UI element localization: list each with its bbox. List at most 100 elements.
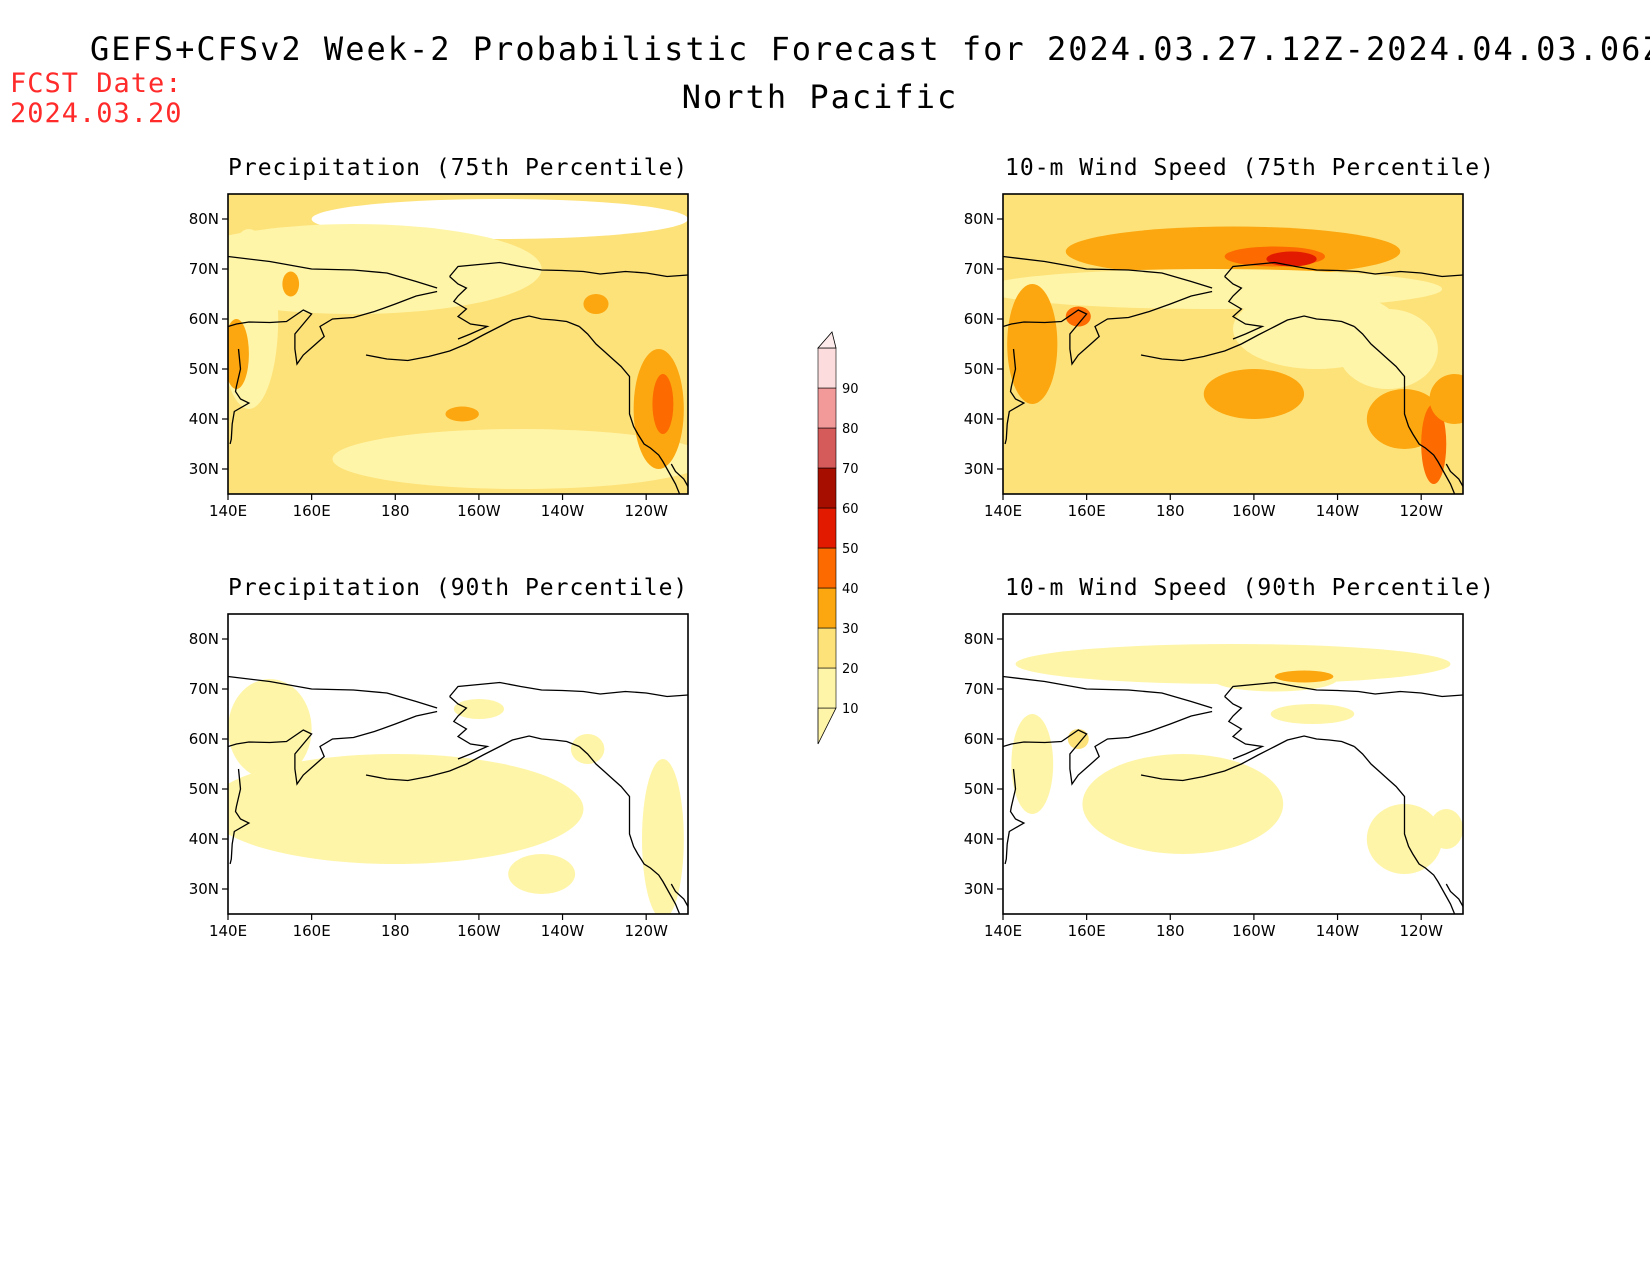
coastlines xyxy=(228,255,688,494)
coastline xyxy=(1445,883,1463,907)
coastline xyxy=(228,710,438,786)
probability-field xyxy=(1003,614,1463,914)
coastline xyxy=(365,735,580,782)
colorbar-swatch xyxy=(817,347,837,389)
colorbar-swatch xyxy=(817,547,837,589)
lon-tick-label: 160E xyxy=(1068,922,1106,940)
panel-title-wind-75: 10-m Wind Speed (75th Percentile) xyxy=(1005,155,1495,181)
coastline xyxy=(1140,735,1355,782)
lat-tick-label: 60N xyxy=(964,730,994,748)
colorbar-level-label: 20 xyxy=(842,662,859,677)
probability-contour xyxy=(453,699,504,719)
forecast-date-value: 2024.03.20 xyxy=(10,98,183,129)
coastline xyxy=(1140,315,1355,362)
coastline xyxy=(228,675,438,709)
lon-tick-label: 120W xyxy=(624,922,668,940)
coastline xyxy=(1353,326,1456,494)
lon-tick-label: 160W xyxy=(457,502,501,520)
probability-contour xyxy=(332,429,688,489)
figure-title: GEFS+CFSv2 Week-2 Probabilistic Forecast… xyxy=(90,30,1650,68)
colorbar-level-label: 60 xyxy=(842,502,859,517)
coastline xyxy=(1224,696,1265,760)
probability-field xyxy=(228,194,688,494)
coastline xyxy=(228,290,438,366)
lon-tick-label: 180 xyxy=(381,922,410,940)
lon-tick-label: 180 xyxy=(1156,922,1185,940)
probability-contour xyxy=(1082,754,1284,854)
probability-contour xyxy=(228,679,312,779)
lat-tick-label: 70N xyxy=(964,680,994,698)
lon-tick-label: 160E xyxy=(293,922,331,940)
lat-tick-label: 40N xyxy=(964,830,994,848)
coastline xyxy=(229,768,251,865)
lat-tick-label: 60N xyxy=(189,310,219,328)
coastline xyxy=(1003,255,1213,289)
coastlines xyxy=(1003,675,1463,914)
lat-tick-label: 30N xyxy=(964,460,994,478)
colorbar-level-label: 90 xyxy=(842,382,859,397)
coastline xyxy=(365,315,580,362)
coastline xyxy=(449,261,688,278)
colorbar-swatch xyxy=(817,667,837,709)
colorbar-extension-high xyxy=(817,331,837,349)
lat-tick-label: 70N xyxy=(189,680,219,698)
coastline xyxy=(1224,261,1463,278)
panel-title-precip-75: Precipitation (75th Percentile) xyxy=(228,155,689,181)
probability-contour xyxy=(1007,284,1058,404)
probability-contour xyxy=(642,759,684,914)
probability-contour xyxy=(508,854,576,894)
coastline xyxy=(1224,276,1265,340)
probability-contour xyxy=(1274,670,1334,683)
coastline xyxy=(1003,675,1213,709)
lat-tick-label: 30N xyxy=(189,880,219,898)
forecast-date-label: FCST Date: xyxy=(10,68,183,99)
lat-tick-label: 40N xyxy=(964,410,994,428)
lon-tick-label: 140W xyxy=(1316,922,1360,940)
lat-tick-label: 60N xyxy=(189,730,219,748)
lon-tick-label: 180 xyxy=(381,502,410,520)
lat-tick-label: 40N xyxy=(189,410,219,428)
lon-tick-label: 140E xyxy=(209,502,247,520)
coastline xyxy=(449,681,688,698)
probability-contour xyxy=(1366,804,1443,874)
lon-tick-label: 160W xyxy=(1232,502,1276,520)
lat-tick-label: 40N xyxy=(189,830,219,848)
lat-tick-label: 80N xyxy=(964,630,994,648)
figure-subtitle: North Pacific xyxy=(681,78,959,116)
lon-tick-label: 140E xyxy=(209,922,247,940)
probability-contour xyxy=(570,734,605,764)
lon-tick-label: 160W xyxy=(457,922,501,940)
coastline xyxy=(1003,710,1213,786)
lon-tick-label: 160E xyxy=(293,502,331,520)
coastline xyxy=(1004,348,1026,445)
probability-contour xyxy=(652,374,674,434)
lat-tick-label: 80N xyxy=(189,630,219,648)
probability-contour xyxy=(583,294,609,314)
coastline xyxy=(1353,746,1456,914)
coastline xyxy=(1004,768,1026,865)
coastline xyxy=(578,746,681,914)
colorbar-level-label: 50 xyxy=(842,542,859,557)
probability-contour xyxy=(1266,251,1317,267)
panel-title-precip-90: Precipitation (90th Percentile) xyxy=(228,575,689,601)
lat-tick-label: 80N xyxy=(964,210,994,228)
colorbar-swatch xyxy=(817,427,837,469)
probability-contour xyxy=(1067,729,1089,749)
probability-contour xyxy=(282,271,300,297)
colorbar-extension-low xyxy=(817,707,837,745)
lon-tick-label: 160E xyxy=(1068,502,1106,520)
lon-tick-label: 120W xyxy=(1399,502,1443,520)
coastline xyxy=(578,326,681,494)
probability-contour xyxy=(1233,289,1401,369)
probability-contour xyxy=(1011,714,1054,814)
colorbar-level-label: 10 xyxy=(842,702,859,717)
lon-tick-label: 140E xyxy=(984,922,1022,940)
panel-title-wind-90: 10-m Wind Speed (90th Percentile) xyxy=(1005,575,1495,601)
plot-frame xyxy=(1002,613,1464,915)
lon-tick-label: 120W xyxy=(624,502,668,520)
lat-tick-label: 80N xyxy=(189,210,219,228)
plot-frame xyxy=(227,193,689,495)
coastline xyxy=(1003,290,1213,366)
probability-contour xyxy=(1270,704,1355,724)
colorbar-level-label: 40 xyxy=(842,582,859,597)
